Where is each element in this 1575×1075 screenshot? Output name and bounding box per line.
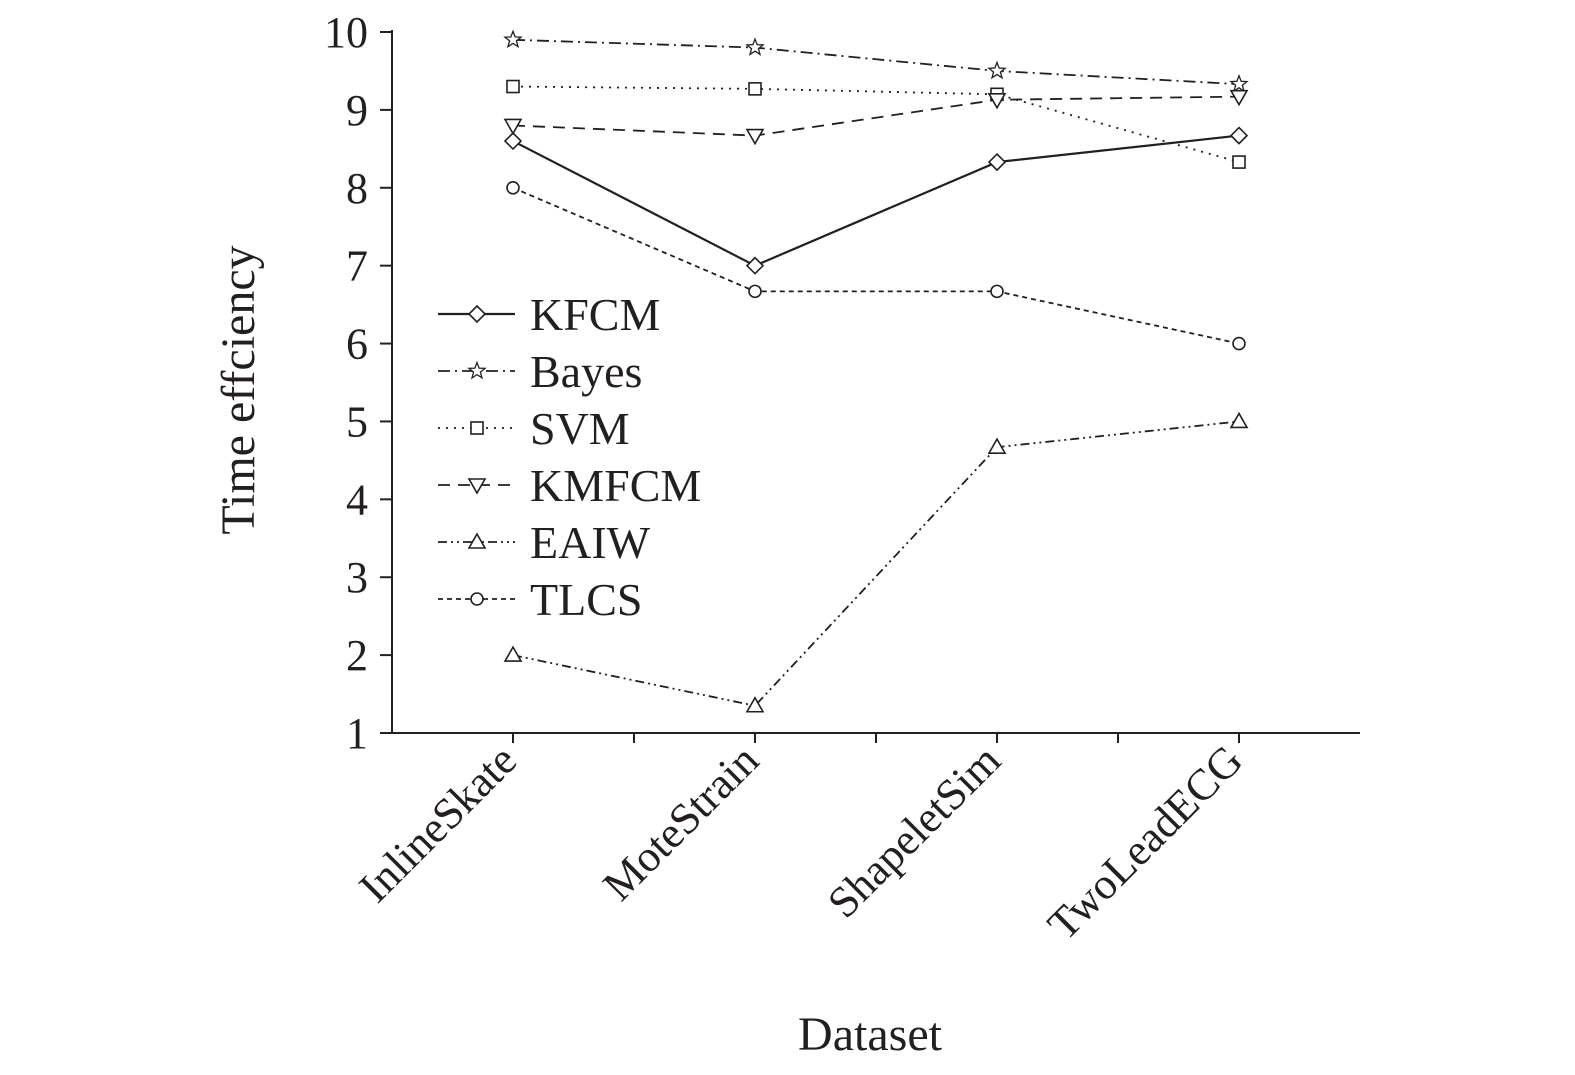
star-icon <box>745 37 765 56</box>
star-icon <box>987 60 1007 80</box>
triangle-up-icon <box>1229 411 1249 429</box>
y-axis-title: Time effciency <box>212 245 265 534</box>
legend-item-tlcs: TLCS <box>438 574 642 625</box>
y-tick-label: 4 <box>346 475 368 524</box>
x-category-label: MoteStrain <box>593 735 768 910</box>
y-tick-label: 5 <box>346 397 368 446</box>
circle-icon <box>748 284 762 299</box>
legend-item-kmfcm: KMFCM <box>438 460 701 511</box>
triangle-down-icon <box>503 118 523 136</box>
triangle-up-icon <box>467 532 487 549</box>
triangle-up-icon <box>503 645 523 662</box>
star-icon <box>467 360 487 380</box>
y-tick-label: 8 <box>346 164 368 213</box>
x-category-label: InlineSkate <box>350 735 526 911</box>
series-line <box>512 134 1240 267</box>
square-icon <box>1232 155 1246 169</box>
legend-label: EAIW <box>530 517 651 568</box>
circle-icon <box>990 284 1004 299</box>
series-line <box>512 85 1240 163</box>
series-line <box>512 95 1240 137</box>
legend-label: KMFCM <box>530 460 701 511</box>
y-tick-label: 1 <box>346 709 368 758</box>
y-tick-label: 10 <box>324 8 368 57</box>
series-tlcs <box>506 180 1246 351</box>
diamond-icon <box>987 152 1007 172</box>
diamond-icon <box>503 131 523 151</box>
legend-label: Bayes <box>530 346 642 397</box>
x-axis-title: Dataset <box>798 1008 943 1061</box>
legend: KFCM Bayes SVM KMFCM EAIW TLCS <box>438 289 701 625</box>
y-tick-label: 2 <box>346 631 368 680</box>
star-icon <box>1229 73 1249 93</box>
y-tick-label: 7 <box>346 242 368 291</box>
legend-label: SVM <box>530 403 630 454</box>
legend-label: KFCM <box>530 289 660 340</box>
series-kmfcm <box>503 89 1249 146</box>
y-tick-label: 9 <box>346 86 368 135</box>
series-layer <box>503 29 1249 713</box>
diamond-icon <box>745 256 765 275</box>
legend-item-eaiw: EAIW <box>438 517 651 568</box>
triangle-down-icon <box>745 128 765 146</box>
series-bayes <box>503 29 1249 93</box>
series-eaiw <box>503 411 1249 713</box>
x-category-label: ShapeletSim <box>818 735 1010 927</box>
square-icon <box>470 421 484 435</box>
legend-label: TLCS <box>530 574 642 625</box>
series-line <box>512 38 1240 86</box>
diamond-icon <box>1229 126 1249 145</box>
y-tick-label: 6 <box>346 320 368 369</box>
star-icon <box>503 29 523 49</box>
series-kfcm <box>503 126 1249 275</box>
diamond-icon <box>467 304 487 324</box>
legend-item-bayes: Bayes <box>438 346 642 397</box>
square-icon <box>748 82 762 96</box>
legend-item-svm: SVM <box>438 403 630 454</box>
circle-icon <box>506 180 520 195</box>
square-icon <box>506 79 520 94</box>
triangle-up-icon <box>987 437 1007 454</box>
circle-icon <box>470 592 484 606</box>
series-svm <box>506 79 1246 169</box>
y-tick-label: 3 <box>346 553 368 602</box>
legend-item-kfcm: KFCM <box>438 289 660 340</box>
triangle-up-icon <box>745 696 765 713</box>
triangle-down-icon <box>1229 89 1249 107</box>
circle-icon <box>1232 336 1246 351</box>
triangle-down-icon <box>987 92 1007 110</box>
triangle-down-icon <box>467 478 487 495</box>
x-category-label: TwoLeadECG <box>1038 735 1252 949</box>
